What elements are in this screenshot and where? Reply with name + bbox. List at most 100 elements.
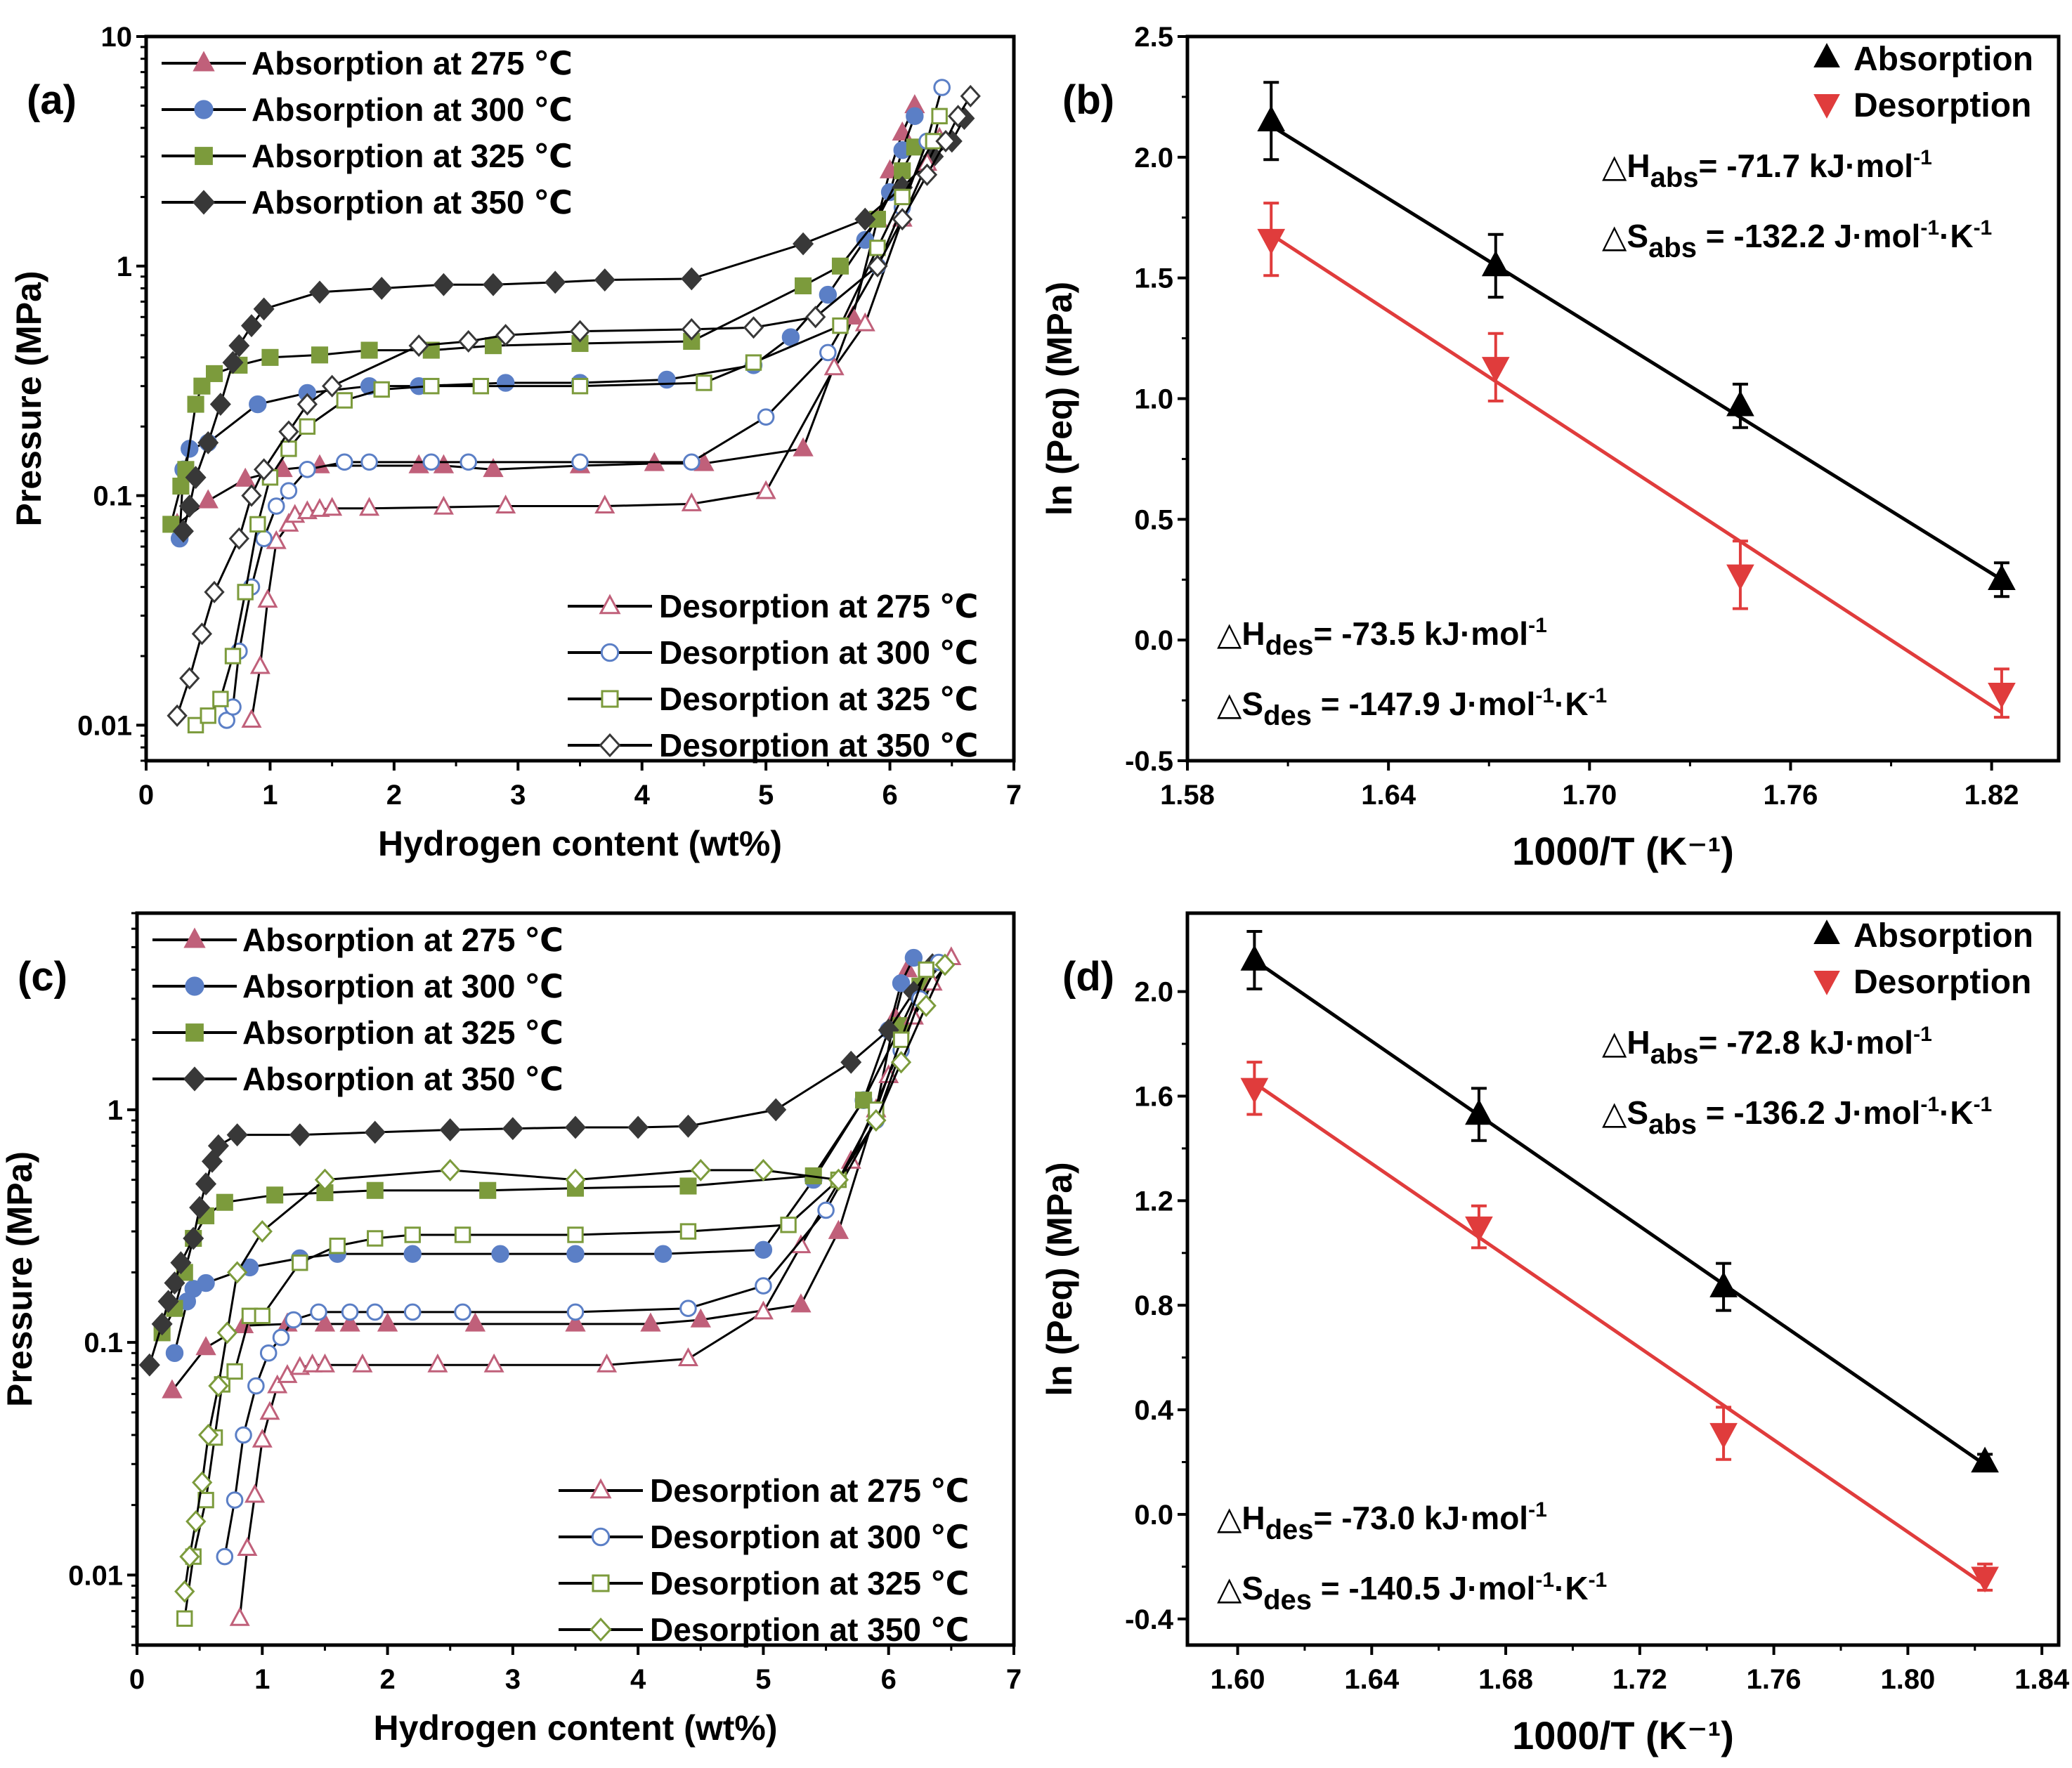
x-tick-label: 2 [379,1664,395,1695]
series-absorption [1257,81,2016,598]
legend-marker [185,1023,204,1042]
annotation-part: = -136.2 J·mol [1697,1094,1920,1131]
data-point [483,457,504,478]
data-point [916,163,938,186]
data-point [267,497,285,515]
data-point [272,1328,290,1347]
data-point [495,495,516,514]
data-point [433,273,455,296]
data-point [308,280,331,304]
annotation-s-abs: △Sabs = -132.2 J·mol-1·K-1 [1602,216,1992,263]
annotation-part: = -147.9 J·mol [1312,686,1535,722]
data-point [755,1277,772,1295]
data-point [278,420,299,443]
data-point [179,667,200,690]
legend-desorption: Desorption at 275 ℃ Desorption at 300 ℃ De… [559,1472,969,1648]
data-point [408,334,429,358]
data-point [690,1308,711,1328]
data-point [176,1610,193,1627]
x-tick-label: 6 [881,1664,897,1695]
data-point [138,1353,160,1377]
data-point [1481,250,1510,277]
legend-label: Desorption at 300 ℃ [650,1519,969,1555]
data-point [482,273,504,296]
data-point [185,466,207,490]
y-tick-label: 1.2 [1134,1186,1173,1217]
data-point [854,312,875,332]
data-point [677,1347,698,1366]
data-point [278,513,299,532]
annotation-part: △H [1217,1500,1265,1536]
data-point [1726,564,1754,591]
data-point [341,1303,359,1321]
annotation-part: △H [1602,1024,1650,1061]
data-point [752,1300,774,1320]
data-point [235,467,256,487]
annotation-part: des [1265,630,1314,661]
data-point [906,107,924,126]
data-point [192,1471,213,1494]
data-point [1257,228,1286,255]
data-point [754,1240,773,1259]
annotation-part: ·K [1939,1094,1974,1131]
data-point [423,377,440,395]
data-point [781,328,800,346]
data-point [179,1545,200,1569]
x-tick-label: 1 [262,780,278,811]
y-tick-label: 0.01 [68,1560,123,1591]
y-axis-label: Pressure (MPa) [9,270,48,526]
data-point [819,343,837,362]
data-point [484,337,502,355]
data-point [464,1312,486,1332]
data-point [185,1510,207,1533]
data-point [367,1230,384,1247]
legend-marker [599,733,621,758]
annotation-part: -1 [1589,684,1608,707]
x-tick-label: 1.64 [1344,1664,1400,1695]
x-tick-label: 4 [630,1664,646,1695]
data-point [427,1353,448,1373]
data-point [502,1117,523,1141]
data-point [224,648,242,664]
legend-marker [592,1574,610,1592]
data-point [241,484,262,507]
data-point [460,453,478,471]
annotation-h-des: △Hdes= -73.5 kJ·mol-1 [1217,614,1547,661]
legend-marker [192,190,216,215]
x-tick-label: 1.76 [1747,1664,1801,1695]
annotation-part: abs [1650,1039,1699,1070]
annotation-part: abs [1650,162,1699,193]
data-point [366,1303,384,1321]
series-group [138,946,962,1627]
data-point [679,1223,697,1240]
legend-label: Desorption [1853,964,2031,1001]
x-axis-label: Hydrogen content (wt%) [378,824,782,863]
y-tick-label: 1 [107,1095,123,1126]
data-point [565,1168,586,1191]
data-point [892,1031,910,1048]
data-point [170,1251,192,1275]
data-point [565,1312,586,1332]
data-point [366,1181,384,1199]
y-tick-label: 0.1 [84,1328,123,1358]
x-tick-label: 6 [882,780,897,811]
x-axis-label: Hydrogen content (wt%) [374,1708,778,1748]
legend-label: Absorption at 275 ℃ [252,45,573,81]
y-tick-label: 0.0 [1134,625,1173,656]
data-point [627,1115,649,1139]
data-point [216,1547,234,1566]
data-point [458,329,479,353]
data-point [1465,1216,1493,1243]
x-axis-label: 1000/T (K⁻¹) [1512,1713,1734,1757]
data-point [894,188,911,206]
data-point [359,497,380,516]
annotation-part: abs [1648,1109,1697,1140]
data-point [795,277,812,295]
panel-c: 0 1 2 3 4 5 6 7 0.01 0.1 1 Hydrogen content (wt%) Pr… [0,911,1022,1748]
data-point [280,440,297,457]
data-point [285,1311,303,1329]
data-point [892,974,911,993]
plot-frame [1185,34,2061,763]
data-point [297,393,318,416]
data-point [1971,1446,1999,1473]
